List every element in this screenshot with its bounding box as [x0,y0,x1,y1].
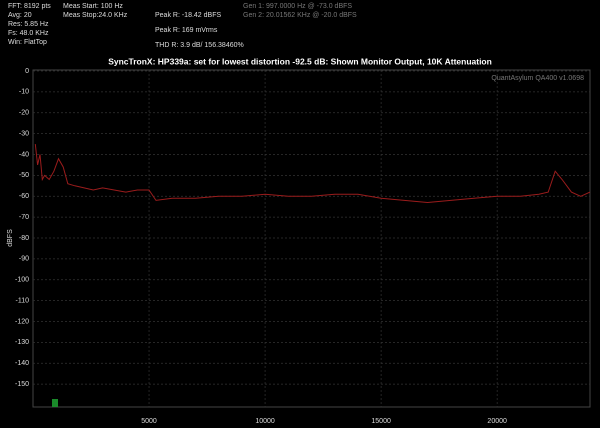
x-tick-label: 15000 [371,418,391,425]
trace [34,144,591,204]
y-tick-label: -50 [19,172,29,179]
info-text: Meas Start: 100 Hz [63,3,123,10]
plot-frame [32,69,591,408]
x-tick-label: 10000 [255,418,275,425]
y-tick-label: -130 [15,339,29,346]
info-text: Fs: 48.0 KHz [8,30,49,37]
info-text: THD R: 3.9 dB/ 156.38460% [155,42,244,49]
y-tick-label: -40 [19,151,29,158]
y-tick-label: -150 [15,381,29,388]
x-tick-label: 5000 [141,418,157,425]
y-axis-label: dBFS [7,229,14,247]
y-tick-label: -120 [15,318,29,325]
y-tick-label: -140 [15,360,29,367]
info-text: FFT: 8192 pts [8,3,51,10]
y-tick-label: -100 [15,277,29,284]
info-text: Win: FlatTop [8,39,47,46]
y-tick-label: 0 [25,68,29,75]
gen-text: Gen 1: 997.0000 Hz @ -73.0 dBFS [243,3,352,10]
gen-text: Gen 2: 20.01562 KHz @ -20.0 dBFS [243,12,357,19]
x-tick-label: 20000 [487,418,507,425]
info-text: Avg: 20 [8,12,32,19]
y-tick-label: -90 [19,256,29,263]
info-text: Peak R: -18.42 dBFS [155,12,221,19]
annotation: QuantAsylum QA400 v1.0698 [491,75,584,82]
y-tick-label: -10 [19,89,29,96]
marker [52,399,58,407]
y-tick-label: -20 [19,110,29,117]
y-tick-label: -30 [19,130,29,137]
y-tick-label: -60 [19,193,29,200]
info-text: Res: 5.85 Hz [8,21,49,28]
info-text: Peak R: 169 mVrms [155,27,218,34]
info-text: Meas Stop:24.0 KHz [63,12,128,19]
chart-title: SyncTronX: HP339a: set for lowest distor… [108,56,492,66]
y-tick-label: -80 [19,235,29,242]
y-tick-label: -110 [16,297,30,304]
y-tick-label: -70 [19,214,29,221]
